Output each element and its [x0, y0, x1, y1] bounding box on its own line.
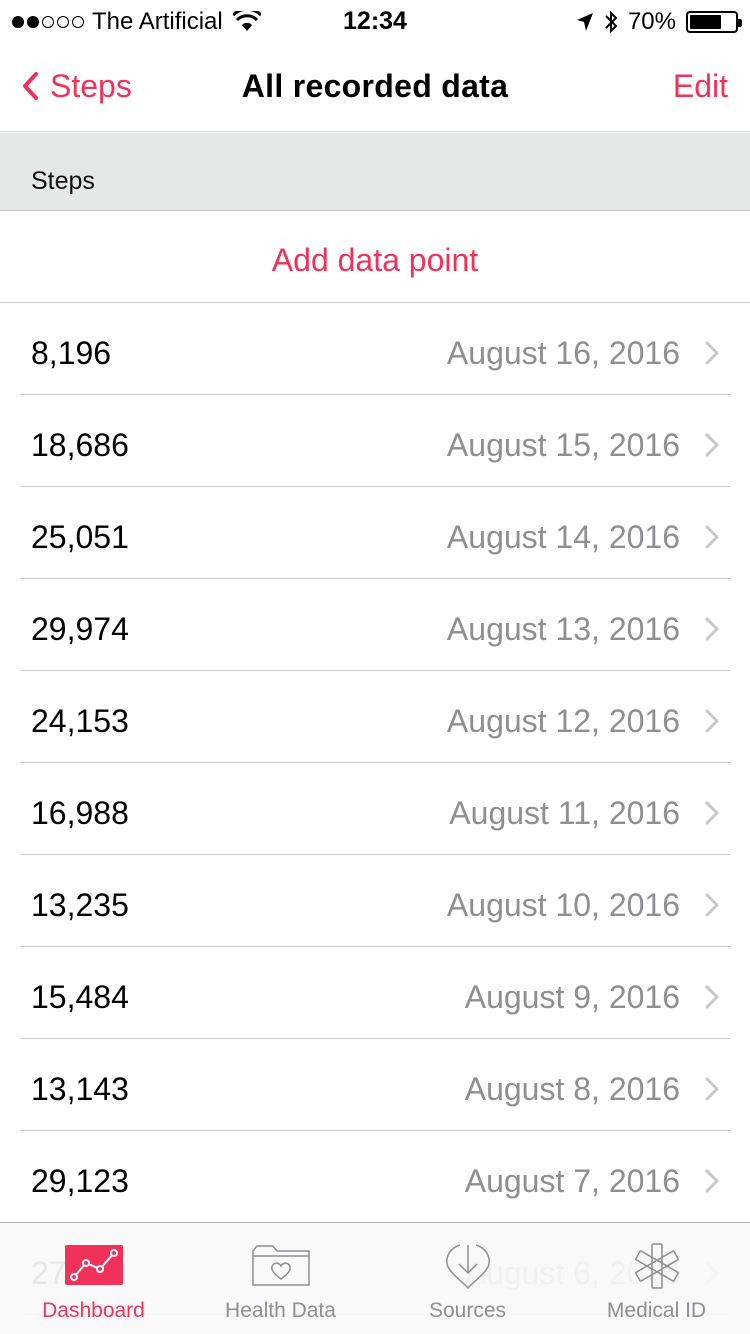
step-count: 13,143	[31, 1071, 129, 1107]
entry-date: August 13, 2016	[446, 611, 680, 647]
medical-id-icon	[634, 1243, 679, 1289]
step-count: 13,235	[31, 887, 129, 923]
list-item[interactable]: 18,686 August 15, 2016	[0, 395, 750, 487]
chevron-right-icon	[705, 1077, 719, 1101]
data-list: 8,196 August 16, 2016 18,686 August 15, …	[0, 303, 750, 1315]
step-count: 29,974	[31, 611, 129, 647]
tab-label: Health Data	[225, 1299, 336, 1322]
list-item[interactable]: 15,484 August 9, 2016	[0, 947, 750, 1039]
chevron-right-icon	[705, 617, 719, 641]
status-bar: The Artificial 12:34 70%	[0, 0, 750, 40]
list-item[interactable]: 13,235 August 10, 2016	[0, 855, 750, 947]
step-count: 24,153	[31, 703, 129, 739]
step-count: 8,196	[31, 335, 112, 371]
back-button[interactable]: Steps	[20, 40, 132, 132]
chevron-right-icon	[705, 433, 719, 457]
dashboard-icon	[64, 1245, 123, 1285]
tab-label: Sources	[428, 1299, 507, 1322]
list-item[interactable]: 13,143 August 8, 2016	[0, 1039, 750, 1131]
tab-label: Dashboard	[42, 1299, 145, 1322]
chevron-right-icon	[705, 709, 719, 733]
chevron-right-icon	[705, 893, 719, 917]
tab-label: Medical ID	[606, 1299, 707, 1322]
section-header: Steps	[0, 133, 750, 211]
list-item[interactable]: 25,051 August 14, 2016	[0, 487, 750, 579]
back-label: Steps	[50, 67, 132, 104]
step-count: 16,988	[31, 795, 129, 831]
chevron-right-icon	[705, 801, 719, 825]
entry-date: August 7, 2016	[464, 1163, 680, 1199]
status-time: 12:34	[343, 7, 407, 35]
add-data-point-button[interactable]: Add data point	[0, 212, 750, 303]
tab-bar: Dashboard Health Data Sources Medical ID	[0, 1222, 750, 1334]
entry-date: August 16, 2016	[446, 335, 680, 371]
chevron-right-icon	[705, 341, 719, 365]
navigation-bar: Steps All recorded data Edit	[0, 40, 750, 132]
step-count: 15,484	[31, 979, 129, 1015]
entry-date: August 10, 2016	[446, 887, 680, 923]
list-item[interactable]: 29,974 August 13, 2016	[0, 579, 750, 671]
edit-button[interactable]: Edit	[672, 68, 728, 104]
step-count: 25,051	[31, 519, 129, 555]
bluetooth-icon	[605, 10, 618, 34]
entry-date: August 12, 2016	[446, 703, 680, 739]
health-data-icon	[251, 1245, 310, 1286]
tab-sources[interactable]: Sources	[374, 1223, 561, 1334]
list-item[interactable]: 16,988 August 11, 2016	[0, 763, 750, 855]
chevron-right-icon	[705, 985, 719, 1009]
tab-medical-id[interactable]: Medical ID	[563, 1223, 750, 1334]
list-item[interactable]: 8,196 August 16, 2016	[0, 303, 750, 395]
entry-date: August 9, 2016	[464, 979, 680, 1015]
battery-icon	[686, 11, 742, 33]
chevron-left-icon	[23, 72, 38, 100]
step-count: 29,123	[31, 1163, 129, 1199]
wifi-icon	[232, 11, 261, 31]
chevron-right-icon	[705, 525, 719, 549]
list-item[interactable]: 29,123 August 7, 2016	[0, 1131, 750, 1223]
step-count: 18,686	[31, 427, 129, 463]
status-left: The Artificial	[12, 8, 261, 36]
entry-date: August 11, 2016	[449, 795, 680, 831]
section-header-label: Steps	[31, 167, 95, 195]
entry-date: August 14, 2016	[446, 519, 680, 555]
entry-date: August 8, 2016	[464, 1071, 680, 1107]
entry-date: August 15, 2016	[446, 427, 680, 463]
location-arrow-icon	[576, 13, 593, 31]
sources-icon	[445, 1244, 490, 1289]
tab-health-data[interactable]: Health Data	[187, 1223, 374, 1334]
status-right: 70%	[576, 8, 742, 36]
signal-strength-icon	[12, 16, 84, 28]
carrier-name: The Artificial	[92, 8, 223, 35]
battery-percent: 70%	[627, 8, 676, 35]
chevron-right-icon	[705, 1169, 719, 1193]
list-item[interactable]: 24,153 August 12, 2016	[0, 671, 750, 763]
tab-dashboard[interactable]: Dashboard	[0, 1223, 187, 1334]
